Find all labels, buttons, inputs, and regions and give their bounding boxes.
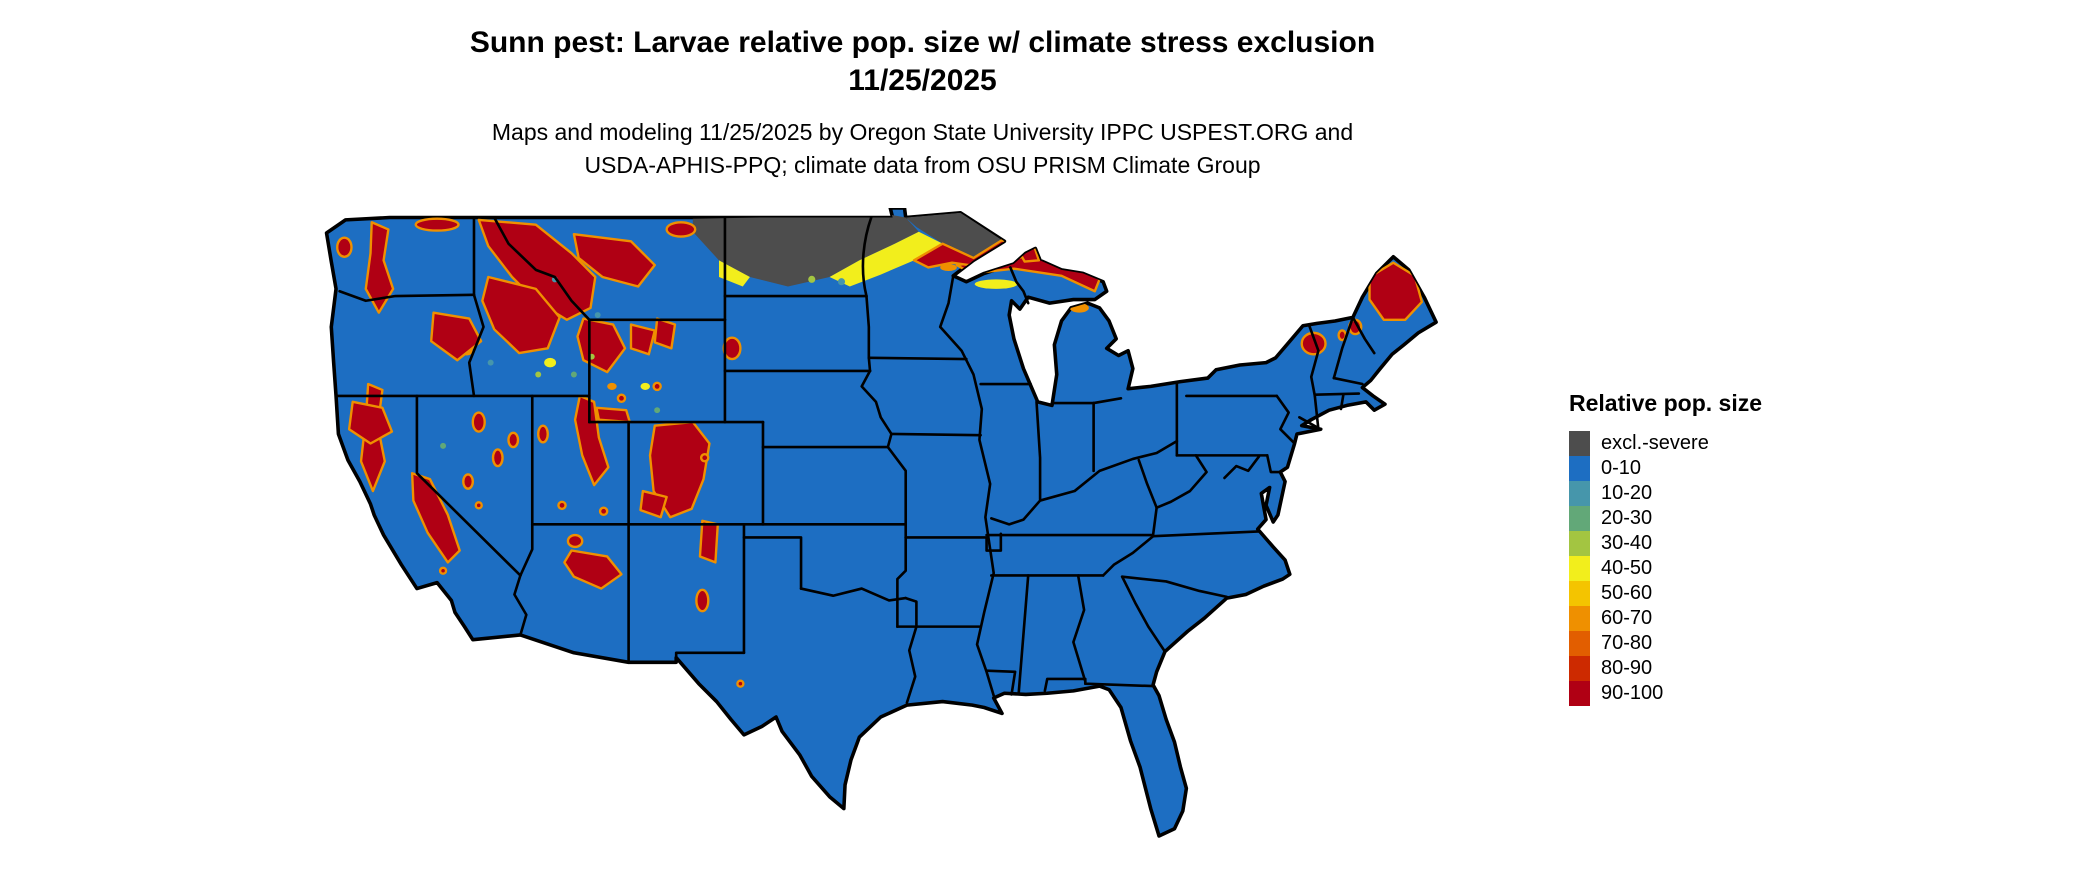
legend-item-20-30: 20-30	[1569, 506, 1762, 531]
legend-swatch	[1569, 531, 1590, 556]
legend-label: 30-40	[1601, 532, 1653, 554]
page-title-date: 11/25/2025	[848, 64, 997, 97]
legend-swatch	[1569, 481, 1590, 506]
legend-item-40-50: 40-50	[1569, 556, 1762, 581]
legend-label: 10-20	[1601, 482, 1653, 504]
legend-label: 90-100	[1601, 682, 1664, 704]
legend-title: Relative pop. size	[1569, 390, 1763, 416]
legend-label: 0-10	[1601, 457, 1642, 479]
figure-header: Sunn pest: Larvae relative pop. size w/ …	[0, 24, 1845, 182]
legend-label: 80-90	[1601, 657, 1653, 679]
legend-label: excl.-severe	[1601, 432, 1709, 454]
legend-swatch	[1569, 581, 1590, 606]
legend-label: 50-60	[1601, 582, 1653, 604]
legend-swatch	[1569, 631, 1590, 656]
map-svg	[324, 206, 1438, 838]
legend-item-90-100: 90-100	[1569, 681, 1762, 706]
subtitle-line-2: USDA-APHIS-PPQ; climate data from OSU PR…	[584, 152, 1261, 178]
subtitle-line-1: Maps and modeling 11/25/2025 by Oregon S…	[491, 119, 1354, 145]
map-legend: Relative pop. size excl.-severe 0-10 10-20…	[1569, 390, 1762, 706]
legend-swatch	[1569, 656, 1590, 681]
legend-swatch	[1569, 681, 1590, 706]
legend-swatch	[1569, 431, 1590, 456]
us-map	[300, 206, 1490, 879]
legend-item-10-20: 10-20	[1569, 481, 1762, 506]
legend-label: 60-70	[1601, 607, 1653, 629]
excluded-severe-region	[692, 212, 1003, 287]
legend-swatch	[1569, 506, 1590, 531]
legend-label: 70-80	[1601, 632, 1653, 654]
legend-swatch	[1569, 556, 1590, 581]
raster-band-20-30	[440, 371, 661, 449]
legend-item-80-90: 80-90	[1569, 656, 1762, 681]
legend-items: excl.-severe 0-10 10-20 20-30 30-40 40-50 50-6…	[1569, 431, 1762, 706]
state-borders	[334, 216, 1376, 705]
figure-subtitle: Maps and modeling 11/25/2025 by Oregon S…	[0, 116, 1845, 182]
legend-label: 20-30	[1601, 507, 1653, 529]
legend-label: 40-50	[1601, 557, 1653, 579]
legend-item-70-80: 70-80	[1569, 631, 1762, 656]
legend-item-excl.-severe: excl.-severe	[1569, 431, 1762, 456]
legend-item-0-10: 0-10	[1569, 456, 1762, 481]
page-title: Sunn pest: Larvae relative pop. size w/ …	[469, 26, 1376, 59]
legend-item-60-70: 60-70	[1569, 606, 1762, 631]
legend-swatch	[1569, 456, 1590, 481]
legend-item-50-60: 50-60	[1569, 581, 1762, 606]
legend-item-30-40: 30-40	[1569, 531, 1762, 556]
legend-swatch	[1569, 606, 1590, 631]
